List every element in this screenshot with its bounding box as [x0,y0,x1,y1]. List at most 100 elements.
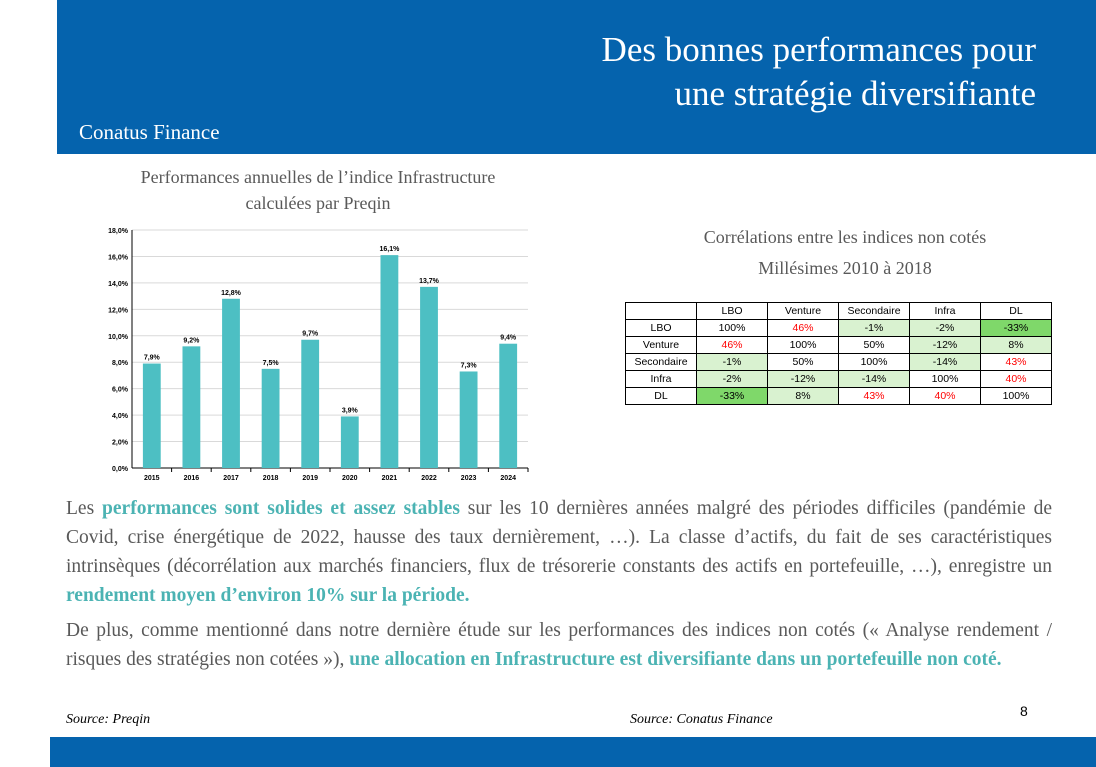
y-tick-label: 18,0% [108,228,129,235]
table-cell: 46% [767,319,839,337]
data-label: 9,4% [500,335,517,342]
p1-highlight-1: performances sont solides et assez stabl… [102,498,460,519]
paragraph-2: De plus, comme mentionné dans notre dern… [66,616,1052,674]
data-label: 7,5% [263,360,280,367]
table-cell: 8% [980,336,1052,354]
table-cell: -33% [980,319,1052,337]
y-tick-label: 14,0% [108,281,129,288]
bar [261,368,280,468]
table-row: DL -33% 8% 43% 40% 100% [625,387,1052,405]
source-preqin: Source: Preqin [66,712,151,727]
page-number: 8 [1020,703,1028,719]
table-cell: 43% [980,353,1052,371]
table-row: Venture 46% 100% 50% -12% 8% [625,336,1052,354]
table-cell: 100% [838,353,910,371]
table-cell: 50% [767,353,839,371]
y-tick-label: 8,0% [112,360,129,367]
x-tick-label: 2020 [342,475,358,482]
paragraph-1: Les performances sont solides et assez s… [66,494,1052,610]
table-cell: -12% [767,370,839,388]
x-tick-label: 2019 [302,475,318,482]
bar [182,346,201,468]
y-tick-label: 2,0% [112,440,129,447]
column-header: LBO [696,302,768,320]
table-cell: -1% [696,353,768,371]
table-cell: 100% [696,319,768,337]
x-tick-label: 2024 [500,475,516,482]
chart-title-line-1: Performances annuelles de l’indice Infra… [140,167,496,187]
correlation-title-line-2: Millésimes 2010 à 2018 [758,258,932,278]
table-cell: 43% [838,387,910,405]
x-tick-label: 2021 [382,475,398,482]
table-row: Infra -2% -12% -14% 100% 40% [625,370,1052,388]
correlation-table: LBO Venture Secondaire Infra DL LBO 100% 46% -1%… [625,302,1052,405]
x-tick-label: 2017 [223,475,239,482]
correlation-title: Corrélations entre les indices non cotés… [640,222,1050,284]
correlation-header-row: LBO Venture Secondaire Infra DL [625,302,1052,320]
p1-highlight-2: rendement moyen d’environ 10% sur la pér… [66,585,470,606]
table-row: Secondaire -1% 50% 100% -14% 43% [625,353,1052,371]
bar [340,416,359,468]
x-tick-label: 2015 [144,475,160,482]
row-header: Secondaire [625,353,697,371]
table-cell: -2% [696,370,768,388]
bar [459,371,478,468]
title-line-1: Des bonnes performances pour [601,30,1036,69]
correlation-title-line-1: Corrélations entre les indices non cotés [703,227,987,247]
table-cell: 50% [838,336,910,354]
title-line-2: une stratégie diversifiante [674,74,1036,113]
y-tick-label: 4,0% [112,413,129,420]
y-tick-label: 6,0% [112,387,129,394]
table-cell: 40% [909,387,981,405]
p1-text-a: Les [66,498,103,519]
data-label: 16,1% [379,246,400,253]
row-header: Infra [625,370,697,388]
table-cell: -12% [909,336,981,354]
data-label: 3,9% [342,407,359,414]
table-cell: 100% [980,387,1052,405]
data-label: 9,2% [183,337,200,344]
bar [420,286,438,468]
row-header: DL [625,387,697,405]
p2-text-a: De plus, comme mentionné dans notre dern… [66,620,1052,670]
table-cell: 8% [767,387,839,405]
table-cell: -33% [696,387,768,405]
x-tick-label: 2023 [461,475,477,482]
data-label: 9,7% [302,331,319,338]
footer-bar [50,737,1096,767]
bar [499,343,518,468]
y-tick-label: 10,0% [108,334,129,341]
table-cell: 100% [909,370,981,388]
bar [380,255,399,468]
y-tick-label: 12,0% [108,307,129,314]
y-tick-label: 16,0% [108,254,129,261]
body-text: Les performances sont solides et assez s… [66,494,1052,680]
bar [301,339,320,468]
chart-title-line-2: calculées par Preqin [245,193,391,213]
table-cell: 40% [980,370,1052,388]
y-tick-label: 0,0% [112,466,129,473]
row-header: Venture [625,336,697,354]
chart-title: Performances annuelles de l’indice Infra… [98,164,538,216]
p2-highlight: une allocation en Infrastructure est div… [349,649,1002,670]
table-cell: 100% [767,336,839,354]
row-header: LBO [625,319,697,337]
data-label: 7,3% [461,362,478,369]
x-tick-label: 2016 [184,475,200,482]
bar [222,298,240,468]
performance-bar-chart: 0,0% 2,0% 4,0% 6,0% 8,0% 10,0% 12,0% 14,0% 16,0%… [108,228,529,482]
column-header: Secondaire [838,302,910,320]
x-tick-label: 2018 [263,475,279,482]
table-cell: 46% [696,336,768,354]
p1-text-c: sur les 10 dernières années malgré des p… [66,498,1052,577]
bar [142,363,161,468]
column-header: DL [980,302,1052,320]
table-cell: -14% [838,370,910,388]
table-cell: -2% [909,319,981,337]
slide-title: Des bonnes performances pour une stratég… [602,28,1036,116]
source-conatus: Source: Conatus Finance [630,712,773,727]
data-label: 7,9% [144,355,161,362]
data-label: 12,8% [221,290,242,297]
table-cell: -14% [909,353,981,371]
table-corner [625,302,697,320]
